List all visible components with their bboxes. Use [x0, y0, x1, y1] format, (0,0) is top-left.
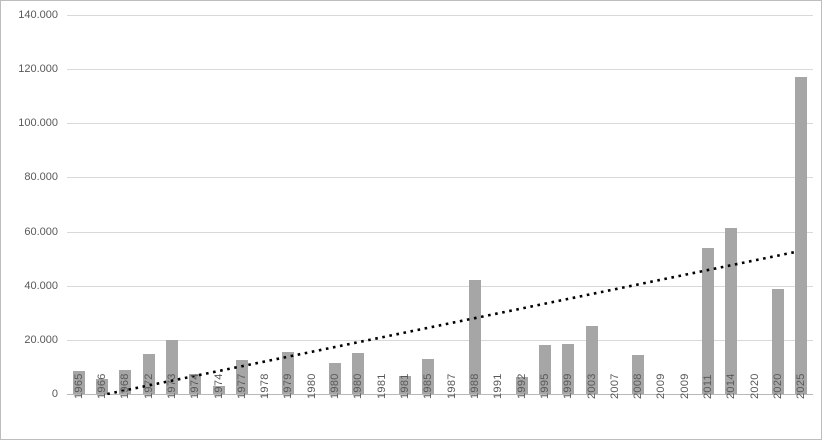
x-axis-label: 2020: [748, 373, 761, 399]
bar-2011-27: [702, 248, 715, 394]
y-axis-label: 40.000: [24, 279, 58, 292]
y-gridline: [67, 339, 813, 341]
x-axis-label: 1977: [235, 373, 248, 399]
x-axis-label: 1991: [492, 373, 505, 399]
x-axis-label: 2014: [725, 373, 738, 399]
y-axis-label: 0: [51, 388, 58, 400]
x-axis-label: 1988: [468, 373, 481, 399]
x-axis-label: 2009: [655, 373, 668, 399]
x-axis-label: 1995: [538, 373, 551, 399]
x-axis-label: 1981: [375, 373, 388, 399]
trendline: [107, 250, 797, 395]
x-axis-label: 2025: [795, 373, 808, 399]
x-axis-label: 2011: [702, 374, 715, 399]
plot-area: [67, 15, 813, 395]
x-axis-label: 2008: [632, 373, 645, 399]
x-axis-label: 1980: [352, 373, 365, 399]
y-gridline: [67, 285, 813, 287]
x-axis-label: 1981: [399, 373, 412, 399]
x-axis-label: 2009: [678, 373, 691, 399]
x-axis-label: 2003: [585, 373, 598, 399]
bar-1966-1: [95, 378, 108, 394]
x-axis-label: 1966: [95, 373, 108, 399]
y-axis-label: 60.000: [24, 225, 58, 238]
x-axis-label: 1987: [445, 373, 458, 399]
y-axis-label: 80.000: [24, 171, 58, 184]
x-axis-label: 1992: [515, 373, 528, 399]
x-axis-label: 1979: [282, 373, 295, 399]
x-axis-label: 1973: [165, 373, 178, 399]
x-axis-label: 2007: [608, 373, 621, 399]
x-axis-label: 1972: [142, 373, 155, 399]
x-axis-label: 1999: [562, 373, 575, 399]
y-gridline: [67, 15, 813, 16]
x-axis-label: 1968: [119, 373, 132, 399]
y-axis-label: 140.000: [18, 9, 58, 21]
y-gridline: [67, 177, 813, 179]
x-axis-label: 1980: [305, 373, 318, 399]
x-axis-label: 1985: [422, 373, 435, 399]
y-gridline: [67, 231, 813, 233]
y-axis-label: 100.000: [18, 117, 58, 130]
x-axis-label: 1978: [259, 373, 272, 399]
x-axis-label: 2020: [772, 373, 785, 399]
y-gridline: [67, 123, 813, 125]
bar-1965-0: [72, 370, 85, 394]
x-axis-label: 1974: [189, 373, 202, 399]
y-gridline: [67, 69, 813, 71]
x-axis-label: 1980: [329, 373, 342, 399]
bar-2014-28: [725, 227, 738, 394]
x-axis-label: 1974: [212, 373, 225, 399]
x-axis-label: 1965: [72, 373, 85, 399]
y-axis-label: 120.000: [18, 63, 58, 76]
bar-2025-31: [795, 77, 808, 394]
y-axis-label: 20.000: [24, 333, 58, 346]
